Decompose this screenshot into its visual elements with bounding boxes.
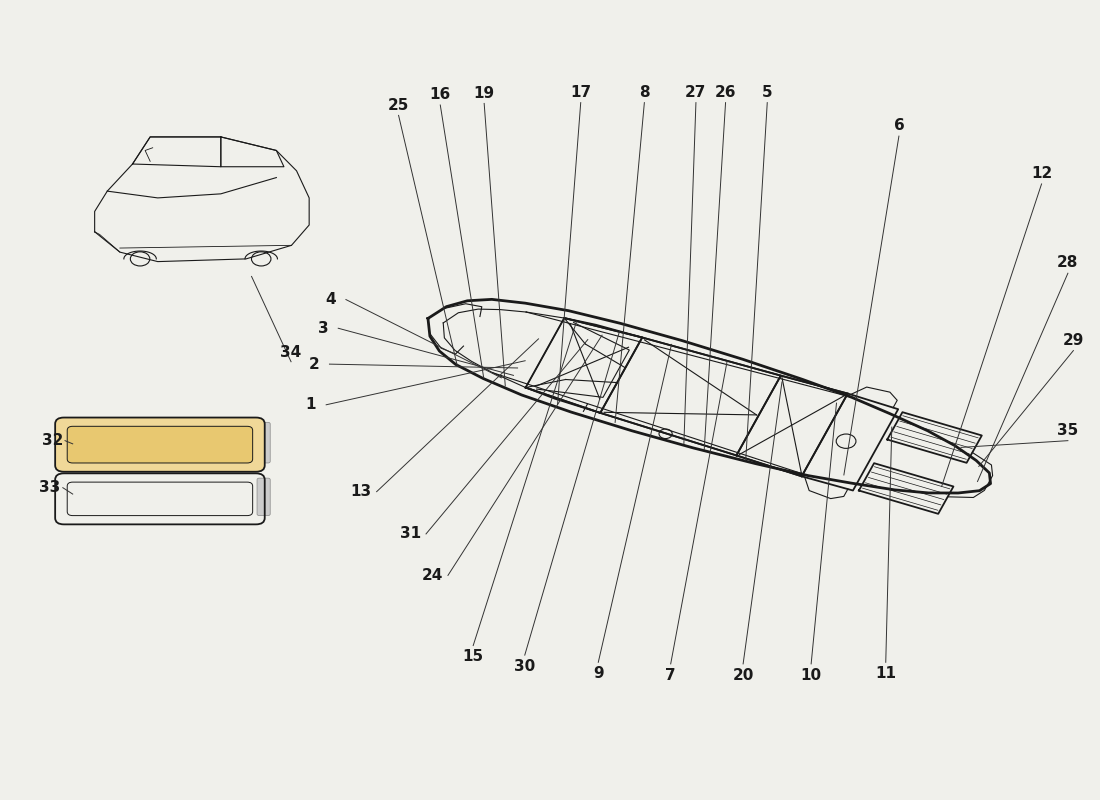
- Text: 20: 20: [733, 667, 754, 682]
- Text: 28: 28: [1057, 255, 1079, 270]
- Text: 7: 7: [666, 667, 676, 682]
- FancyBboxPatch shape: [257, 478, 271, 515]
- Text: 30: 30: [514, 658, 536, 674]
- Text: 17: 17: [570, 85, 592, 100]
- Text: 16: 16: [430, 87, 451, 102]
- Text: 29: 29: [1063, 333, 1085, 348]
- Text: 24: 24: [422, 568, 443, 583]
- FancyBboxPatch shape: [55, 418, 265, 472]
- Text: 3: 3: [318, 321, 328, 336]
- Text: 6: 6: [893, 118, 904, 134]
- Text: 8: 8: [639, 85, 650, 100]
- Text: 26: 26: [715, 85, 736, 100]
- Text: 25: 25: [388, 98, 409, 113]
- Text: 35: 35: [1057, 422, 1078, 438]
- Text: 4: 4: [326, 292, 336, 307]
- Text: 31: 31: [400, 526, 421, 542]
- Text: 1: 1: [306, 398, 316, 412]
- Text: 13: 13: [351, 484, 372, 499]
- Text: 32: 32: [42, 433, 64, 448]
- Text: 33: 33: [39, 480, 60, 495]
- Text: 15: 15: [463, 650, 484, 664]
- Text: 12: 12: [1031, 166, 1053, 181]
- FancyBboxPatch shape: [257, 422, 271, 463]
- Text: 34: 34: [280, 345, 301, 360]
- Text: 2: 2: [309, 357, 319, 372]
- Text: 19: 19: [474, 86, 495, 101]
- Text: 11: 11: [876, 666, 896, 681]
- Text: 9: 9: [593, 666, 604, 681]
- Text: 27: 27: [685, 85, 706, 100]
- FancyBboxPatch shape: [67, 426, 253, 463]
- Text: 10: 10: [801, 667, 822, 682]
- Text: 5: 5: [762, 85, 772, 100]
